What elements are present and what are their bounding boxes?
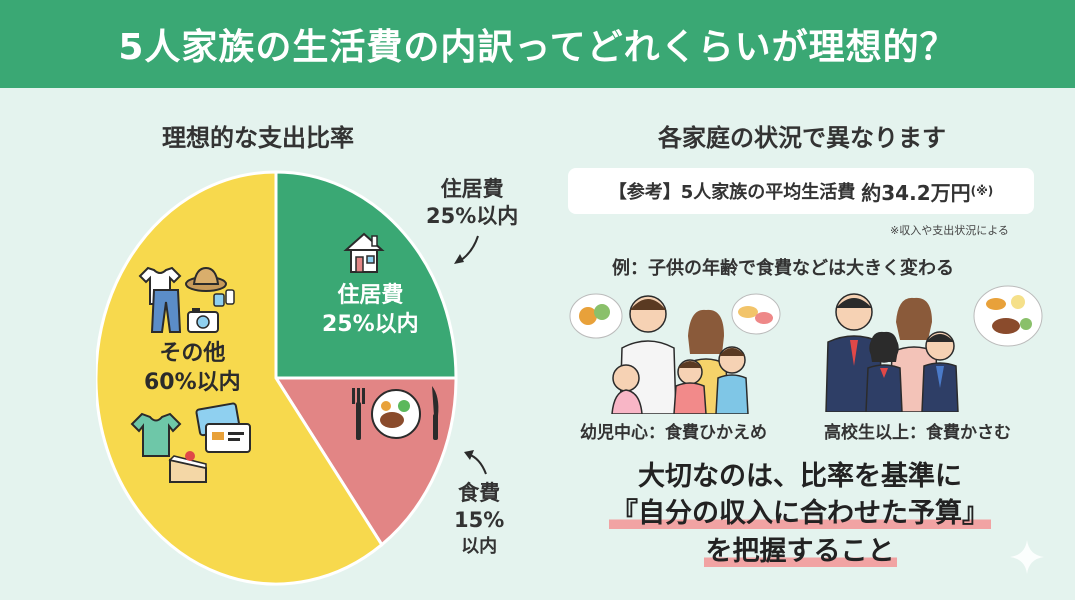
fork-icon <box>352 388 365 440</box>
young-family-illustration <box>569 293 781 414</box>
plate-icon <box>371 389 421 439</box>
header-banner: 5人家族の生活費の内訳ってどれくらいが理想的？ <box>0 0 1075 88</box>
pants-icon <box>150 289 182 333</box>
reference-prefix: 【参考】5人家族の平均生活費 <box>608 182 856 203</box>
conclusion-line-3: を把握すること <box>703 535 897 567</box>
housing-percent: 25%以内 <box>322 311 419 337</box>
housing-inner-label: 住居費 25%以内 <box>322 282 419 339</box>
housing-outside-name: 住居費 <box>440 177 504 201</box>
camera-icon <box>187 308 219 333</box>
food-percent: 15% <box>454 508 505 533</box>
food-name: 食費 <box>458 481 501 505</box>
hat-icon <box>185 266 227 292</box>
young-family-caption: 幼児中心：食費ひかえめ <box>580 423 767 443</box>
reference-amount: 約34.2万円 <box>861 180 971 205</box>
house-icon <box>343 232 385 273</box>
reference-box: 【参考】5人家族の平均生活費 約34.2万円 (※) <box>568 168 1034 214</box>
cake-icon <box>168 451 207 483</box>
shirt-icon <box>130 412 182 457</box>
sparkle-icon <box>1010 540 1044 574</box>
reference-mark: (※) <box>970 184 994 198</box>
other-percent: 60%以内 <box>144 369 241 395</box>
food-sub: 以内 <box>461 535 498 557</box>
housing-arrow-icon <box>454 235 479 264</box>
teen-family-illustration <box>825 285 1043 412</box>
example-text: 例：子供の年齢で食費などは大きく変わる <box>612 258 954 279</box>
conclusion-line-2: 『自分の収入に合わせた予算』 <box>609 498 991 530</box>
reference-note: ※収入や支出状況による <box>890 224 1009 237</box>
housing-outside-label: 住居費 25%以内 <box>426 176 518 231</box>
pie-svg <box>96 170 458 586</box>
pie-slice-housing <box>274 170 458 380</box>
conclusion-line-1: 大切なのは、比率を基準に <box>638 461 962 492</box>
right-section-title: 各家庭の状況で異なります <box>658 124 946 152</box>
other-inner-label: その他 60%以内 <box>144 340 241 397</box>
conclusion-text: 大切なのは、比率を基準に 『自分の収入に合わせた予算』 を把握すること <box>580 458 1020 570</box>
other-name: その他 <box>159 341 226 366</box>
housing-outside-percent: 25%以内 <box>426 204 519 229</box>
left-section-title: 理想的な支出比率 <box>162 124 354 152</box>
housing-name: 住居費 <box>337 283 404 308</box>
perfume-icon <box>213 289 235 307</box>
food-outside-label: 食費 15% 以内 <box>454 480 504 558</box>
food-arrow-icon <box>464 450 487 475</box>
pie-chart: 住居費 25%以内 その他 60%以内 <box>96 170 476 586</box>
page-title: 5人家族の生活費の内訳ってどれくらいが理想的？ <box>118 27 957 68</box>
card-icon <box>195 402 251 453</box>
teen-family-caption: 高校生以上：食費かさむ <box>824 423 1011 443</box>
knife-icon <box>432 386 439 440</box>
